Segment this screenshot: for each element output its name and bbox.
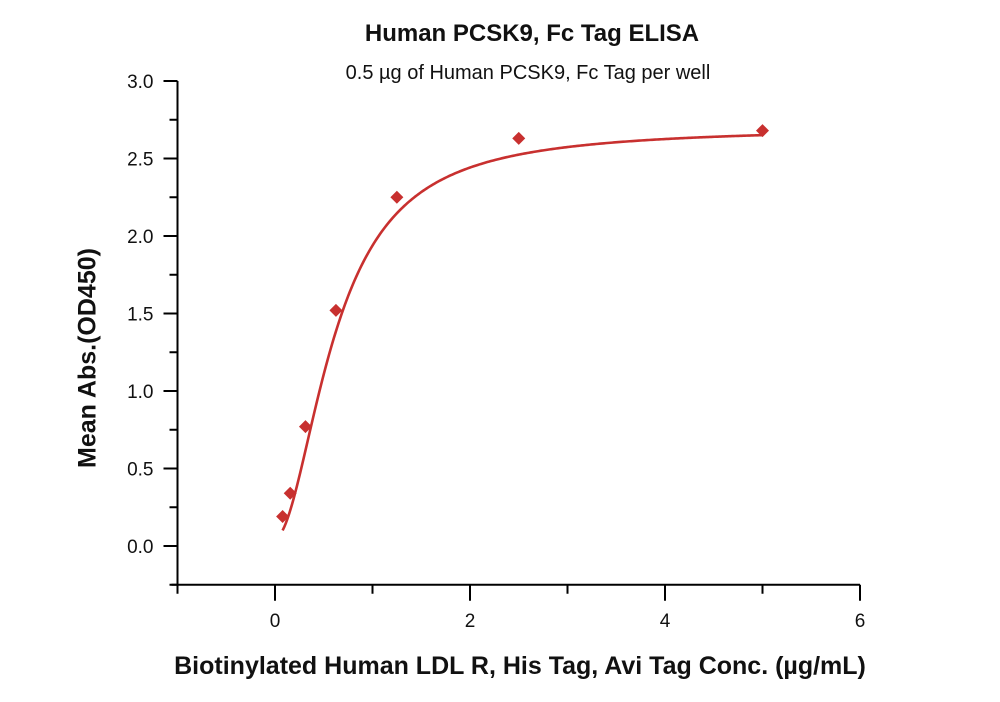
diamond-marker (756, 124, 769, 138)
fit-curve (281, 133, 763, 531)
y-tick-label: 1.5 (127, 305, 153, 326)
diamond-marker (276, 510, 290, 524)
x-tick-label: 4 (660, 611, 671, 632)
data-points (276, 124, 769, 524)
diamond-marker (390, 190, 404, 204)
y-tick-label: 2.0 (127, 227, 153, 248)
diamond-marker (283, 486, 297, 500)
chart-subtitle: 0.5 µg of Human PCSK9, Fc Tag per well (345, 62, 711, 84)
y-tick-label: 1.0 (127, 382, 153, 403)
diamond-marker (512, 131, 526, 145)
y-tick-label: 2.5 (127, 150, 153, 171)
x-tick-label: 6 (855, 611, 866, 632)
fit-curve-path (281, 133, 763, 531)
chart-title: Human PCSK9, Fc Tag ELISA (364, 20, 700, 47)
y-tick-label: 3.0 (127, 72, 153, 93)
diamond-marker (298, 420, 312, 434)
x-tick-label: 2 (465, 611, 476, 632)
x-tick-label: 0 (270, 611, 281, 632)
y-tick-label: 0.0 (127, 537, 153, 558)
y-tick-label: 0.5 (127, 460, 153, 481)
diamond-marker (329, 303, 343, 317)
axes: 0.0 0.5 1.0 1.5 2.0 2.5 3.0 0 2 4 6 (127, 72, 865, 632)
x-axis-label: Biotinylated Human LDL R, His Tag, Avi T… (174, 652, 866, 680)
